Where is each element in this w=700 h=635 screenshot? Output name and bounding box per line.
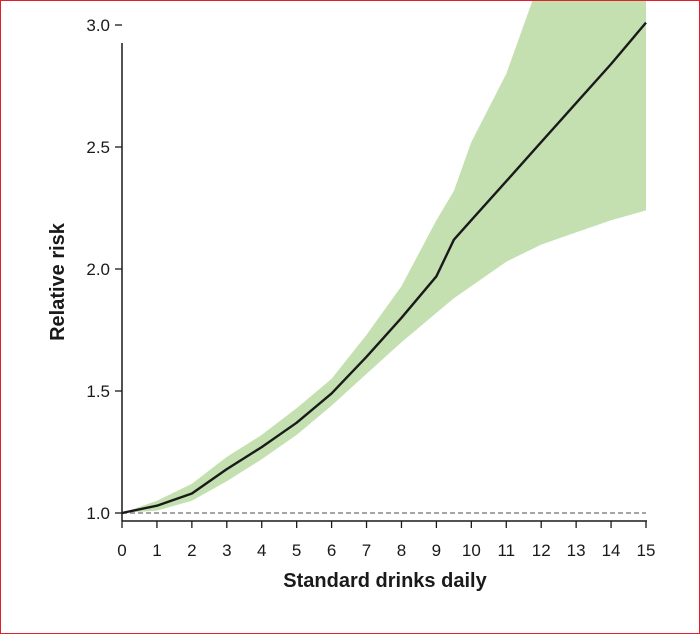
confidence-band [122, 1, 646, 513]
x-tick-label: 11 [497, 541, 515, 560]
x-tick-label: 7 [362, 541, 371, 560]
relative-risk-line [121, 21, 647, 515]
x-tick-label: 0 [117, 541, 126, 560]
y-tick-label: 1.5 [86, 382, 110, 401]
y-tick-label: 3.0 [86, 16, 110, 35]
x-tick-label: 2 [187, 541, 196, 560]
x-tick-label: 9 [432, 541, 441, 560]
y-tick-label: 1.0 [86, 504, 110, 523]
x-tick-label: 4 [257, 541, 266, 560]
x-axis-title: Standard drinks daily [283, 570, 487, 592]
y-axis-title: Relative risk [47, 222, 69, 341]
x-tick-label: 6 [327, 541, 336, 560]
y-tick-label: 2.5 [86, 138, 110, 157]
y-tick-label: 2.0 [86, 260, 110, 279]
x-tick-label: 14 [602, 541, 621, 560]
x-tick-label: 8 [397, 541, 406, 560]
x-tick-label: 5 [292, 541, 301, 560]
x-tick-label: 13 [567, 541, 586, 560]
x-tick-label: 1 [152, 541, 161, 560]
x-tick-label: 15 [637, 541, 656, 560]
x-tick-label: 12 [532, 541, 551, 560]
x-tick-label: 3 [222, 541, 231, 560]
x-tick-label: 10 [462, 541, 481, 560]
